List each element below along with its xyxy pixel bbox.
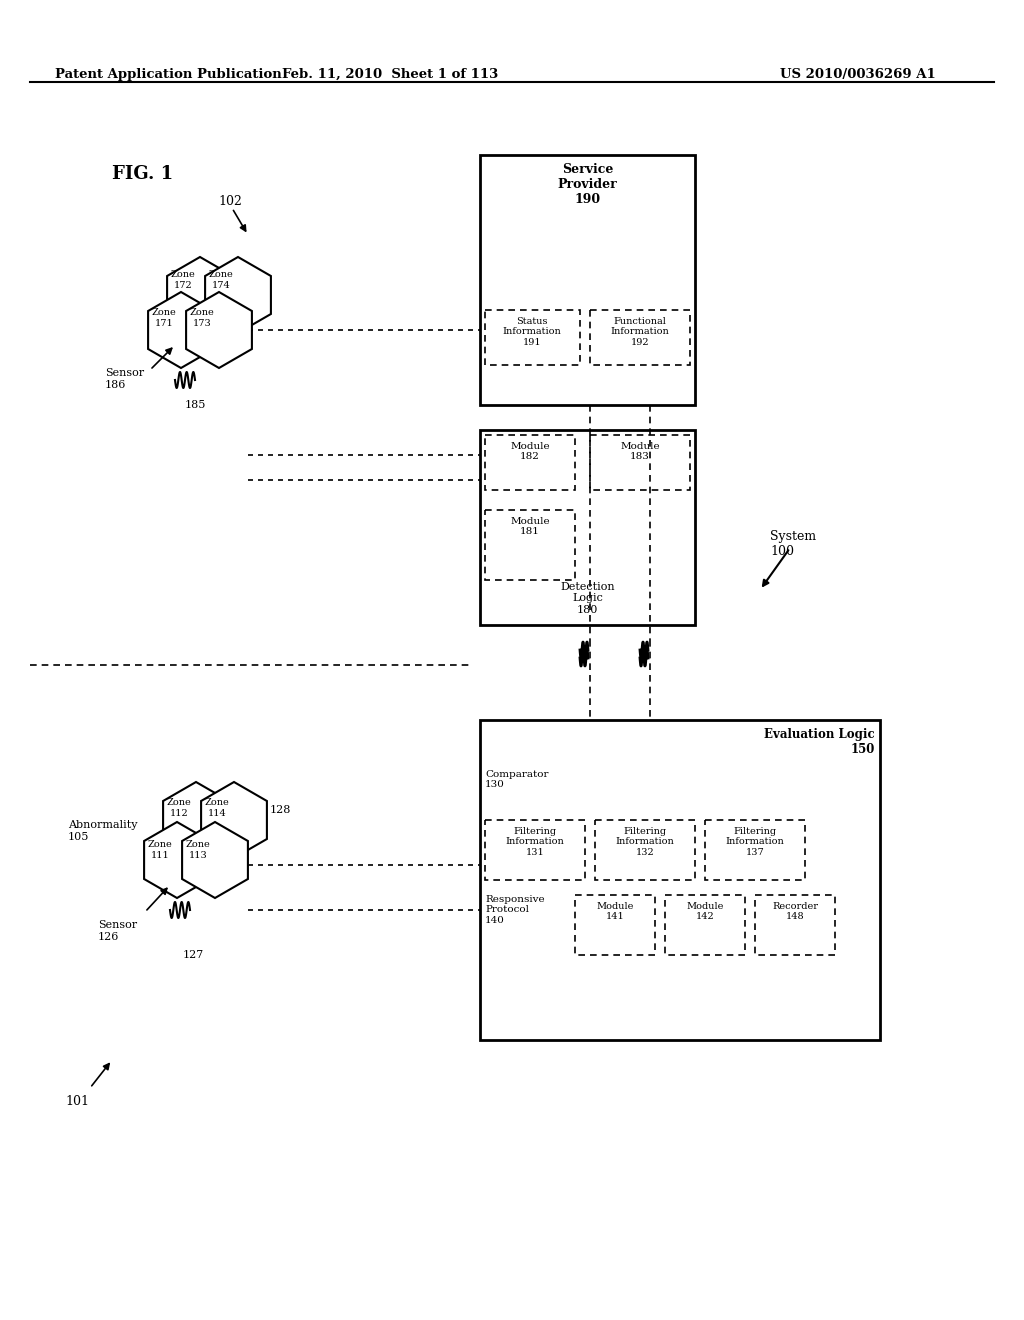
Text: Filtering
Information
137: Filtering Information 137: [726, 828, 784, 857]
Text: Status
Information
191: Status Information 191: [503, 317, 561, 347]
FancyBboxPatch shape: [665, 895, 745, 954]
Text: Sensor
186: Sensor 186: [105, 368, 144, 389]
Text: Feb. 11, 2010  Sheet 1 of 113: Feb. 11, 2010 Sheet 1 of 113: [282, 69, 498, 81]
FancyBboxPatch shape: [590, 310, 690, 366]
Text: Zone
171: Zone 171: [152, 309, 176, 327]
Text: Sensor
126: Sensor 126: [98, 920, 137, 941]
FancyBboxPatch shape: [485, 820, 585, 880]
FancyBboxPatch shape: [485, 310, 580, 366]
FancyBboxPatch shape: [590, 436, 690, 490]
Text: Abnormality
105: Abnormality 105: [68, 820, 137, 842]
FancyBboxPatch shape: [575, 895, 655, 954]
FancyBboxPatch shape: [480, 154, 695, 405]
Text: Module
182: Module 182: [510, 442, 550, 462]
Text: 102: 102: [218, 195, 242, 209]
FancyBboxPatch shape: [480, 719, 880, 1040]
Text: Zone
173: Zone 173: [189, 309, 214, 327]
FancyBboxPatch shape: [755, 895, 835, 954]
Polygon shape: [182, 822, 248, 898]
Text: Module
181: Module 181: [510, 517, 550, 536]
FancyBboxPatch shape: [485, 510, 575, 579]
Polygon shape: [148, 292, 214, 368]
Text: System
100: System 100: [770, 531, 816, 558]
Text: 128: 128: [270, 805, 292, 814]
Text: Evaluation Logic
150: Evaluation Logic 150: [764, 729, 874, 756]
Text: Service
Provider
190: Service Provider 190: [558, 162, 617, 206]
FancyBboxPatch shape: [595, 820, 695, 880]
Polygon shape: [201, 781, 267, 858]
Text: FIG. 1: FIG. 1: [112, 165, 173, 183]
Polygon shape: [144, 822, 210, 898]
Text: 101: 101: [65, 1096, 89, 1107]
Text: Detection
Logic
180: Detection Logic 180: [560, 582, 614, 615]
Text: Zone
112: Zone 112: [167, 799, 191, 817]
Text: Module
183: Module 183: [621, 442, 659, 462]
Text: Patent Application Publication: Patent Application Publication: [55, 69, 282, 81]
Text: 127: 127: [183, 950, 204, 960]
Text: Filtering
Information
132: Filtering Information 132: [615, 828, 675, 857]
Text: Zone
172: Zone 172: [171, 271, 196, 289]
Text: Zone
174: Zone 174: [209, 271, 233, 289]
Text: Zone
113: Zone 113: [185, 841, 210, 859]
Text: Comparator
130: Comparator 130: [485, 770, 549, 789]
Text: Zone
114: Zone 114: [205, 799, 229, 817]
Text: Module
142: Module 142: [686, 902, 724, 921]
Text: Module
141: Module 141: [596, 902, 634, 921]
FancyBboxPatch shape: [485, 436, 575, 490]
Text: Filtering
Information
131: Filtering Information 131: [506, 828, 564, 857]
FancyBboxPatch shape: [705, 820, 805, 880]
Text: Zone
111: Zone 111: [147, 841, 172, 859]
Polygon shape: [186, 292, 252, 368]
Text: 185: 185: [185, 400, 207, 411]
Text: Functional
Information
192: Functional Information 192: [610, 317, 670, 347]
FancyBboxPatch shape: [480, 430, 695, 624]
Polygon shape: [167, 257, 232, 333]
Polygon shape: [163, 781, 229, 858]
Polygon shape: [205, 257, 271, 333]
Text: US 2010/0036269 A1: US 2010/0036269 A1: [780, 69, 936, 81]
Text: Responsive
Protocol
140: Responsive Protocol 140: [485, 895, 545, 925]
Text: Recorder
148: Recorder 148: [772, 902, 818, 921]
